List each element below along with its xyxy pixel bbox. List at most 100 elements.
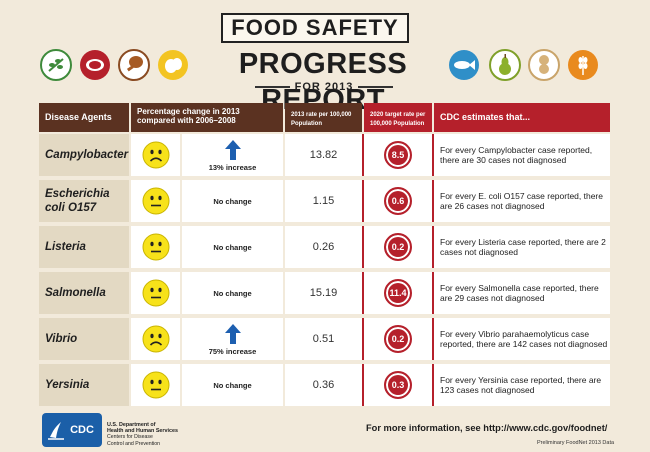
- estimate-text: For every Vibrio parahaemolyticus case r…: [440, 329, 608, 349]
- neutral-face-icon: [131, 226, 180, 268]
- cdc-logo: CDC: [42, 413, 102, 447]
- header-change: Percentage change in 2013 compared with …: [131, 103, 283, 132]
- rate-2013: 0.36: [285, 364, 362, 406]
- change-cell: No change: [182, 180, 283, 222]
- change-text: 13% increase: [208, 162, 257, 172]
- neutral-face-icon: [131, 272, 180, 314]
- rate-2013: 1.15: [285, 180, 362, 222]
- cdc-estimate: For every Listeria case reported, there …: [434, 226, 610, 268]
- target-cell: 0.6: [364, 180, 432, 222]
- agent-name: Vibrio: [39, 318, 129, 360]
- divider: [432, 180, 434, 222]
- table-row: Vibrio 75% increase 0.51 0.2 For every Vibri…: [39, 318, 610, 362]
- target-badge: 8.5: [384, 141, 412, 169]
- cdc-logo-text: CDC: [70, 424, 94, 436]
- subtitle: FOR 2013: [294, 81, 354, 93]
- agent-name: Yersinia: [39, 364, 129, 406]
- agent-name: Salmonella: [39, 272, 129, 314]
- target-badge: 0.6: [384, 187, 412, 215]
- change-text: No change: [213, 196, 252, 206]
- table-row: Campylobacter 13% increase 13.82 8.5 For eve…: [39, 134, 610, 178]
- change-cell: No change: [182, 226, 283, 268]
- neutral-face-icon: [131, 180, 180, 222]
- rate-2013: 0.26: [285, 226, 362, 268]
- change-cell: No change: [182, 272, 283, 314]
- hhs-eagle-icon: [48, 422, 64, 440]
- increase-arrow-icon: [224, 139, 241, 160]
- table-row: Escherichia coli O157 No change 1.15 0.6 For…: [39, 180, 610, 224]
- rate-2013: 0.51: [285, 318, 362, 360]
- change-cell: No change: [182, 364, 283, 406]
- estimate-text: For every Yersinia case reported, there …: [440, 375, 602, 395]
- target-badge: 0.2: [384, 325, 412, 353]
- change-cell: 75% increase: [182, 318, 283, 360]
- target-cell: 0.2: [364, 318, 432, 360]
- rate-2013: 15.19: [285, 272, 362, 314]
- rate-2013: 13.82: [285, 134, 362, 176]
- divider: [432, 272, 434, 314]
- report-title: PROGRESS REPORT: [238, 48, 408, 116]
- target-cell: 0.3: [364, 364, 432, 406]
- cdc-estimate: For every E. coli O157 case reported, th…: [434, 180, 610, 222]
- estimate-text: For every Salmonella case reported, ther…: [440, 283, 599, 303]
- target-badge: 0.3: [384, 371, 412, 399]
- header-rate: 2013 rate per 100,000 Population: [285, 103, 362, 132]
- data-note: Preliminary FoodNet 2013 Data: [537, 440, 615, 446]
- estimate-text: For every Listeria case reported, there …: [440, 237, 606, 257]
- divider: [362, 318, 364, 360]
- poultry-icon: [118, 49, 150, 81]
- target-cell: 0.2: [364, 226, 432, 268]
- target-badge: 11.4: [384, 279, 412, 307]
- sad-face-icon: [131, 318, 180, 360]
- meat-icon: [79, 49, 111, 81]
- estimate-text: For every E. coli O157 case reported, th…: [440, 191, 603, 211]
- divider: [432, 318, 434, 360]
- agent-name: Listeria: [39, 226, 129, 268]
- cdc-estimate: For every Campylobacter case reported, t…: [434, 134, 610, 176]
- wheat-icon: [567, 49, 599, 81]
- target-badge: 0.2: [384, 233, 412, 261]
- increase-arrow-icon: [224, 323, 241, 344]
- agent-name: Campylobacter: [39, 134, 129, 176]
- target-value: 0.2: [391, 242, 405, 252]
- target-value: 0.6: [391, 196, 405, 206]
- neutral-face-icon: [131, 364, 180, 406]
- divider: [432, 134, 434, 176]
- divider: [432, 364, 434, 406]
- divider: [362, 364, 364, 406]
- table-row: Listeria No change 0.26 0.2 For every Lister…: [39, 226, 610, 270]
- target-cell: 11.4: [364, 272, 432, 314]
- page-title: FOOD SAFETY: [221, 13, 409, 43]
- cdc-estimate: For every Salmonella case reported, ther…: [434, 272, 610, 314]
- header-estimates: CDC estimates that...: [434, 103, 610, 132]
- divider: [362, 134, 364, 176]
- peanut-icon: [528, 49, 560, 81]
- table-row: Yersinia No change 0.36 0.3 For every Yersin…: [39, 364, 610, 408]
- hhs-text: U.S. Department of Health and Human Serv…: [107, 422, 179, 447]
- sad-face-icon: [131, 134, 180, 176]
- agent-name: Escherichia coli O157: [39, 180, 129, 222]
- estimate-text: For every Campylobacter case reported, t…: [440, 145, 593, 165]
- table-row: Salmonella No change 15.19 11.4 For every Sa…: [39, 272, 610, 316]
- divider: [362, 226, 364, 268]
- subtitle-rule: FOR 2013: [250, 79, 398, 95]
- divider: [362, 272, 364, 314]
- header-agents: Disease Agents: [39, 103, 129, 132]
- fish-icon: [448, 49, 480, 81]
- egg-icon: [157, 49, 189, 81]
- target-value: 8.5: [391, 150, 405, 160]
- more-info-link[interactable]: For more information, see http://www.cdc…: [366, 423, 608, 433]
- change-text: 75% increase: [208, 346, 257, 356]
- divider: [432, 226, 434, 268]
- herb-icon: [40, 49, 72, 81]
- header-target: 2020 target rate per 100,000 Population: [364, 103, 432, 132]
- target-value: 0.2: [391, 334, 405, 344]
- change-text: No change: [213, 288, 252, 298]
- divider: [362, 180, 364, 222]
- target-value: 11.4: [389, 288, 407, 298]
- cdc-estimate: For every Yersinia case reported, there …: [434, 364, 610, 406]
- target-cell: 8.5: [364, 134, 432, 176]
- change-text: No change: [213, 380, 252, 390]
- change-cell: 13% increase: [182, 134, 283, 176]
